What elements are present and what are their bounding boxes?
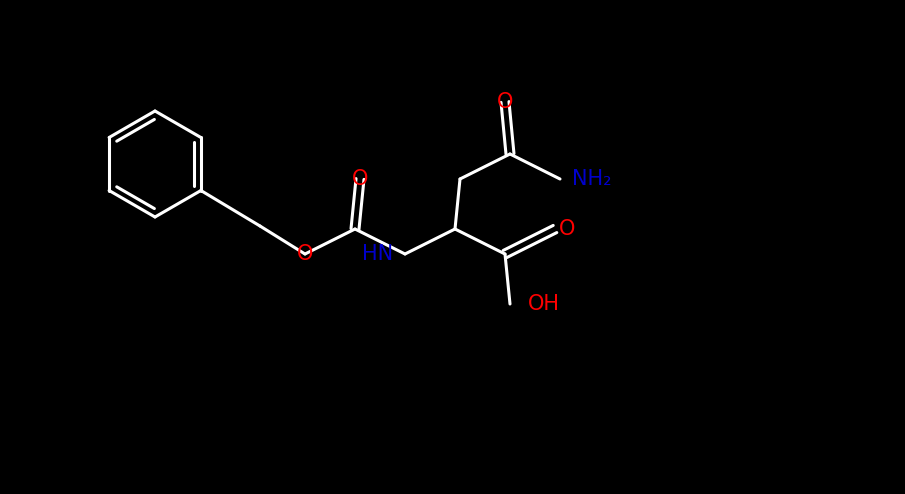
Text: O: O bbox=[297, 244, 313, 264]
Text: HN: HN bbox=[362, 244, 393, 264]
Text: OH: OH bbox=[528, 294, 560, 314]
Text: NH₂: NH₂ bbox=[572, 169, 612, 189]
Text: O: O bbox=[352, 169, 368, 189]
Text: O: O bbox=[497, 92, 513, 112]
Text: O: O bbox=[558, 219, 576, 239]
